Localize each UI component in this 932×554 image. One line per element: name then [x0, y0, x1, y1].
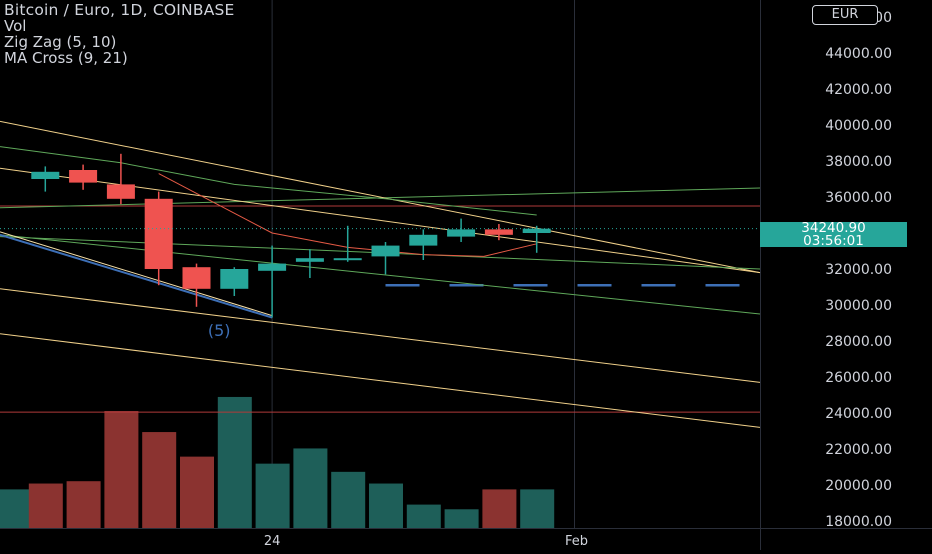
y-tick-label-6: 30000.00 — [825, 298, 892, 314]
volume-bar-0 — [0, 489, 34, 528]
y-tick-label-12: 42000.00 — [825, 82, 892, 98]
y-tick-label-4: 26000.00 — [825, 370, 892, 386]
candle-body-13 — [522, 228, 551, 233]
volume-bar-14 — [520, 489, 555, 528]
y-tick-label-0: 18000.00 — [825, 514, 892, 530]
candle-body-5 — [220, 269, 249, 289]
y-tick-label-13: 44000.00 — [825, 46, 892, 62]
ma-slow-line — [0, 146, 537, 216]
volume-bar-13 — [482, 489, 517, 528]
indicator-volume[interactable]: Vol — [4, 17, 27, 35]
candle-body-8 — [333, 258, 362, 261]
y-tick-label-3: 24000.00 — [825, 406, 892, 422]
volume-bar-9 — [331, 471, 366, 528]
chart-legend: Bitcoin / Euro, 1D, COINBASE Vol Zig Zag… — [4, 2, 235, 66]
last-price-value: 34240.90 — [801, 220, 866, 236]
y-tick-label-2: 22000.00 — [825, 442, 892, 458]
volume-bar-10 — [369, 483, 403, 528]
zigzag-label: (5) — [208, 321, 231, 340]
candle-body-2 — [106, 184, 135, 199]
volume-bar-7 — [255, 463, 290, 528]
y-tick-label-11: 40000.00 — [825, 118, 892, 134]
channel-line-0 — [0, 120, 761, 274]
volume-bar-12 — [444, 509, 479, 528]
candle-body-10 — [409, 234, 438, 246]
currency-button[interactable]: EUR — [812, 5, 878, 25]
last-price-tag: 34240.90 03:56:01 — [760, 222, 907, 247]
volume-bar-5 — [180, 456, 214, 528]
candle-body-9 — [371, 245, 400, 257]
bar-countdown: 03:56:01 — [803, 232, 864, 249]
candle-body-11 — [447, 229, 476, 237]
volume-bar-1 — [28, 483, 63, 528]
zigzag-line — [0, 233, 273, 319]
y-tick-label-7: 32000.00 — [825, 262, 892, 278]
volume-bar-8 — [293, 448, 328, 528]
green-channel-line-0 — [0, 234, 761, 315]
channel-line-3 — [0, 333, 761, 428]
y-tick-label-9: 36000.00 — [825, 190, 892, 206]
volume-bar-2 — [66, 481, 101, 528]
channel-line-1 — [0, 167, 761, 274]
y-tick-label-1: 20000.00 — [825, 478, 892, 494]
channel-line-2 — [0, 288, 761, 383]
candle-body-12 — [484, 229, 513, 235]
volume-bar-3 — [104, 411, 139, 528]
candle-body-4 — [182, 267, 211, 289]
volume-bar-11 — [406, 504, 441, 528]
x-tick-label-1: Feb — [565, 534, 588, 549]
symbol-title[interactable]: Bitcoin / Euro, 1D, COINBASE — [4, 1, 235, 19]
candle-body-6 — [258, 263, 287, 271]
candle-body-1 — [69, 170, 98, 183]
volume-bar-6 — [217, 396, 252, 528]
candle-body-7 — [295, 258, 324, 262]
y-tick-label-10: 38000.00 — [825, 154, 892, 170]
volume-bar-4 — [142, 432, 177, 528]
x-tick-label-0: 24 — [264, 534, 281, 549]
y-tick-label-5: 28000.00 — [825, 334, 892, 350]
indicator-zigzag[interactable]: Zig Zag (5, 10) — [4, 33, 117, 51]
candle-body-3 — [144, 198, 173, 269]
candle-body-0 — [31, 171, 60, 179]
indicator-ma-cross[interactable]: MA Cross (9, 21) — [4, 49, 128, 67]
zigzag-line-overlay — [0, 231, 273, 317]
